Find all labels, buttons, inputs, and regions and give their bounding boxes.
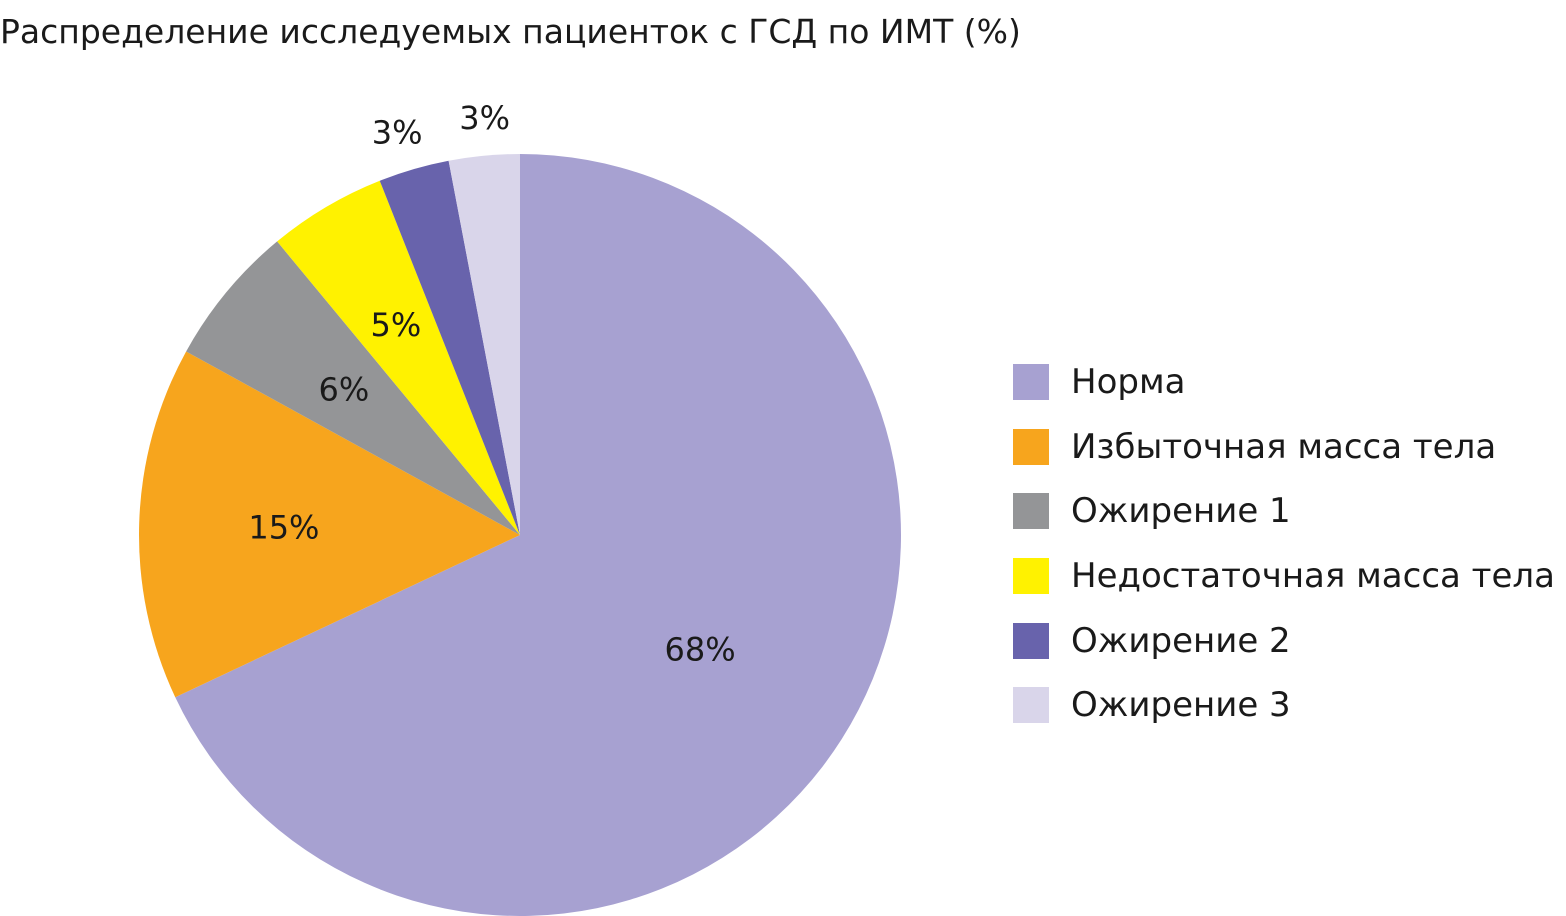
pie-slice: [186, 241, 521, 535]
legend-item: Норма: [1013, 350, 1555, 415]
legend-label: Недостаточная масса тела: [1071, 556, 1555, 597]
legend-label: Норма: [1071, 362, 1186, 403]
legend-label: Избыточная масса тела: [1071, 426, 1497, 467]
legend-label: Ожирение 2: [1071, 620, 1291, 661]
legend-item: Избыточная масса тела: [1013, 415, 1555, 480]
pie-slice: [277, 180, 520, 535]
pie-slices: [138, 154, 902, 916]
pie-slice: [175, 154, 902, 916]
slice-label: 3%: [459, 99, 510, 137]
legend-swatch: [1013, 687, 1049, 724]
pie-slice: [138, 351, 520, 698]
pie-slice: [379, 160, 520, 536]
legend-swatch: [1013, 558, 1049, 595]
legend-swatch: [1013, 364, 1049, 401]
legend-label: Ожирение 3: [1071, 685, 1291, 726]
legend-item: Ожирение 1: [1013, 479, 1555, 544]
legend-item: Недостаточная масса тела: [1013, 544, 1555, 609]
legend-label: Ожирение 1: [1071, 491, 1291, 532]
slice-label: 6%: [319, 370, 370, 408]
pie-slice-labels: 68% 15% 6%5% 3% 3%: [248, 99, 736, 668]
slice-label: 68%: [665, 630, 736, 668]
legend-item: Ожирение 3: [1013, 673, 1555, 738]
legend-swatch: [1013, 493, 1049, 530]
slice-label: 15%: [248, 509, 319, 547]
legend: Норма Избыточная масса тела Ожирение 1 Недо…: [1013, 350, 1555, 738]
slice-label: 5%: [371, 306, 422, 344]
legend-swatch: [1013, 622, 1049, 659]
pie-slice: [448, 154, 520, 535]
legend-item: Ожирение 2: [1013, 608, 1555, 673]
legend-swatch: [1013, 428, 1049, 465]
slice-label: 3%: [372, 114, 423, 152]
chart-title: Распределение исследуемых пациенток с ГС…: [0, 12, 1021, 51]
